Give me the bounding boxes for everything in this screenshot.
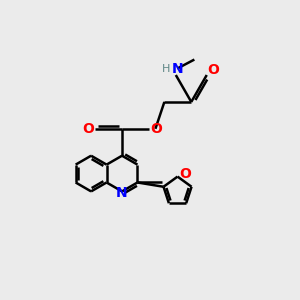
Text: O: O: [179, 167, 191, 181]
Text: O: O: [82, 122, 94, 136]
Text: N: N: [172, 61, 183, 76]
Text: H: H: [162, 64, 171, 74]
Text: O: O: [207, 63, 219, 77]
Text: O: O: [150, 122, 162, 136]
Text: N: N: [116, 186, 128, 200]
